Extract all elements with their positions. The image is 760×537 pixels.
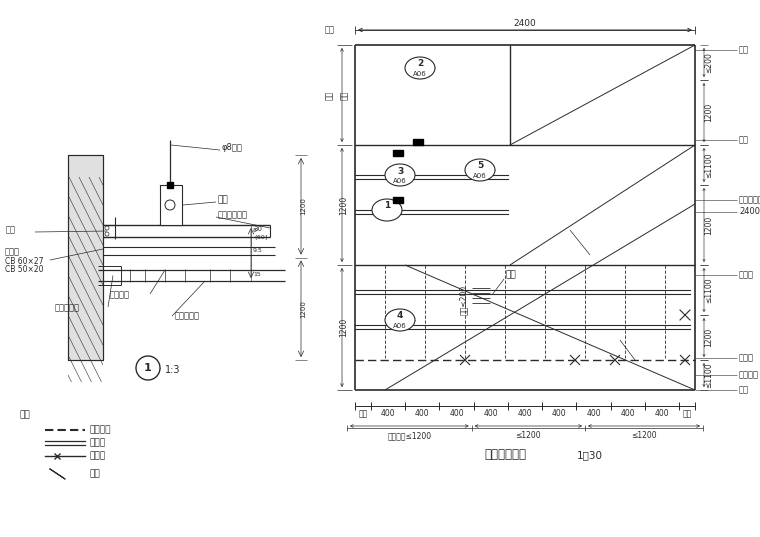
- Text: 吊点中距≤1200: 吊点中距≤1200: [388, 432, 432, 440]
- Ellipse shape: [372, 199, 402, 221]
- Text: 吊点: 吊点: [739, 386, 749, 395]
- Text: 余采: 余采: [325, 25, 335, 34]
- Polygon shape: [393, 197, 403, 203]
- Text: 400: 400: [620, 410, 635, 418]
- Text: 螺钉: 螺钉: [505, 271, 516, 279]
- Text: 5: 5: [477, 162, 483, 171]
- Text: φ8钢筋: φ8钢筋: [222, 143, 243, 153]
- Ellipse shape: [385, 309, 415, 331]
- Text: 400: 400: [586, 410, 600, 418]
- Text: 1200: 1200: [300, 197, 306, 215]
- Circle shape: [136, 356, 160, 380]
- Polygon shape: [68, 155, 103, 360]
- Text: 400: 400: [381, 410, 395, 418]
- Text: 主龙骨: 主龙骨: [89, 452, 105, 461]
- Polygon shape: [413, 139, 423, 145]
- Text: ≤200: ≤200: [705, 52, 714, 73]
- Circle shape: [165, 200, 175, 210]
- Text: 400: 400: [654, 410, 670, 418]
- Text: 1200: 1200: [300, 300, 306, 318]
- Text: 自攻螺丝: 自攻螺丝: [110, 291, 130, 300]
- Text: A06: A06: [413, 71, 427, 77]
- Text: 余采: 余采: [739, 46, 749, 54]
- Text: 注：: 注：: [20, 410, 30, 419]
- Text: 吊件: 吊件: [218, 195, 229, 205]
- Text: 8: 8: [253, 229, 257, 234]
- Text: 1: 1: [144, 363, 152, 373]
- Text: 吊点: 吊点: [89, 469, 100, 478]
- Text: ≤1100: ≤1100: [705, 152, 714, 178]
- Text: 余采: 余采: [359, 410, 368, 418]
- Text: 1200: 1200: [340, 318, 349, 337]
- Text: 1：30: 1：30: [577, 450, 603, 460]
- Ellipse shape: [385, 164, 415, 186]
- Text: 余采: 余采: [739, 135, 749, 144]
- Text: ≤1200: ≤1200: [632, 432, 657, 440]
- Text: ≤1100: ≤1100: [705, 277, 714, 303]
- Text: 挂件: 挂件: [6, 226, 16, 235]
- Text: 3: 3: [397, 166, 403, 176]
- Text: 2400×1200×9.5: 2400×1200×9.5: [739, 207, 760, 216]
- Text: 400: 400: [415, 410, 429, 418]
- Text: 1200: 1200: [340, 195, 349, 215]
- Text: 1:3: 1:3: [165, 365, 181, 375]
- Text: 400: 400: [483, 410, 498, 418]
- Text: 1200: 1200: [705, 328, 714, 347]
- Text: 1200: 1200: [705, 215, 714, 235]
- Text: 次龙骨: 次龙骨: [89, 439, 105, 447]
- Text: 横撑龙骨: 横撑龙骨: [739, 371, 759, 380]
- Polygon shape: [393, 150, 403, 156]
- Text: 余采: 余采: [325, 90, 334, 100]
- Text: 次龙骨: 次龙骨: [5, 248, 20, 257]
- Text: CB 50×20: CB 50×20: [5, 265, 43, 273]
- Text: 9.5: 9.5: [253, 249, 263, 253]
- Text: A06: A06: [393, 323, 407, 329]
- Text: 余采: 余采: [340, 90, 349, 100]
- Text: 次龙骨: 次龙骨: [739, 271, 754, 279]
- Text: 1200: 1200: [705, 103, 714, 122]
- Text: 间距≤200: 间距≤200: [458, 285, 467, 315]
- Text: 30: 30: [253, 226, 262, 232]
- Text: {60}: {60}: [253, 235, 269, 240]
- Text: 4: 4: [397, 311, 404, 321]
- Text: ≤1200: ≤1200: [515, 432, 541, 440]
- Polygon shape: [160, 185, 182, 225]
- Text: 1: 1: [384, 201, 390, 211]
- Text: 不上人主龙骨: 不上人主龙骨: [218, 211, 248, 220]
- Ellipse shape: [405, 57, 435, 79]
- Text: 主龙骨: 主龙骨: [739, 353, 754, 362]
- Text: 2: 2: [417, 60, 423, 69]
- Text: 烤漆铝扁条: 烤漆铝扁条: [55, 303, 80, 313]
- Text: 400: 400: [518, 410, 532, 418]
- Text: 15: 15: [253, 272, 261, 277]
- Text: 2400: 2400: [514, 19, 537, 28]
- Text: 纸面石膏板: 纸面石膏板: [739, 195, 760, 205]
- Text: 吊顶平面示例: 吊顶平面示例: [484, 448, 526, 461]
- Text: 横撑龙骨: 横撑龙骨: [89, 425, 110, 434]
- Text: CB 60×27: CB 60×27: [5, 257, 43, 265]
- Ellipse shape: [465, 159, 495, 181]
- Text: 400: 400: [449, 410, 464, 418]
- Text: A06: A06: [473, 173, 487, 179]
- Text: ≤1100: ≤1100: [705, 362, 714, 388]
- Text: 纸面石膏板: 纸面石膏板: [175, 311, 200, 321]
- Polygon shape: [167, 182, 173, 188]
- Text: A06: A06: [393, 178, 407, 184]
- Text: 余采: 余采: [682, 410, 692, 418]
- Text: 400: 400: [552, 410, 566, 418]
